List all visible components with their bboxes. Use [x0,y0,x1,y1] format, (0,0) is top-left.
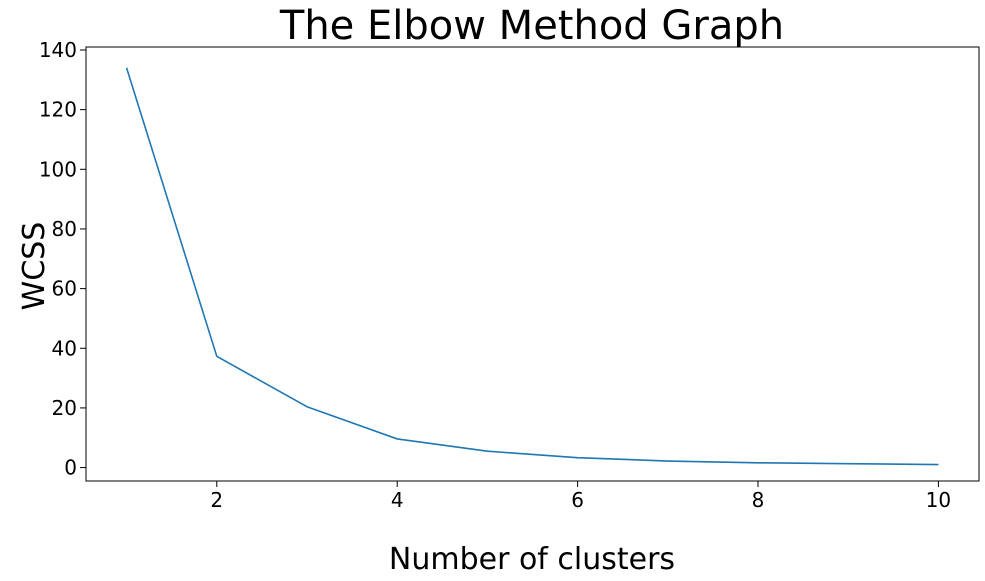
y-tick-label: 40 [52,336,77,360]
y-tick-label: 60 [52,277,77,301]
x-axis-label: Number of clusters [389,542,675,577]
y-axis-label: WCSS [17,222,52,311]
x-tick-label: 10 [926,488,951,512]
x-tick-label: 2 [210,488,223,512]
y-tick-label: 0 [64,456,77,480]
wcss-series-line [125,67,939,466]
y-tick-label: 100 [39,157,77,181]
chart-title: The Elbow Method Graph [279,3,784,49]
x-tick-label: 6 [571,488,584,512]
x-tick-label: 4 [391,488,404,512]
y-tick-label: 120 [39,98,77,122]
series-layer [125,67,939,466]
plot-area-frame [85,46,980,482]
y-tick-label: 20 [52,396,77,420]
x-tick-label: 8 [752,488,765,512]
x-axis-ticks: 2 4 6 8 10 [210,481,951,512]
y-axis-ticks: 0 20 40 60 80 100 120 140 [39,38,86,480]
y-tick-label: 80 [52,217,77,241]
y-tick-label: 140 [39,38,77,62]
